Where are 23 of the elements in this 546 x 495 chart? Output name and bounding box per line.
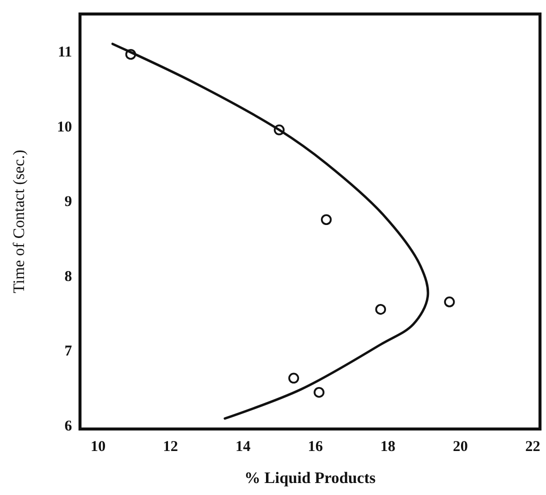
y-tick-label: 8 bbox=[64, 268, 72, 285]
x-tick-label: 12 bbox=[163, 439, 178, 455]
x-tick-label: 22 bbox=[525, 439, 540, 455]
x-tick-label: 14 bbox=[235, 439, 251, 455]
y-tick-label: 7 bbox=[64, 344, 72, 360]
x-tick-label: 20 bbox=[452, 439, 468, 455]
x-tick-label: 18 bbox=[380, 439, 396, 455]
point bbox=[320, 214, 332, 226]
x-tick-label: 16 bbox=[308, 439, 324, 455]
y-tick-label: 10 bbox=[57, 119, 72, 136]
y-axis-title: Time of Contact (sec.) bbox=[11, 150, 28, 294]
point bbox=[375, 304, 386, 315]
x-tick-label: 10 bbox=[90, 439, 106, 455]
x-axis-title: % Liquid Products bbox=[244, 470, 376, 487]
line-series bbox=[111, 42, 430, 420]
y-tick-label: 9 bbox=[64, 194, 72, 210]
y-tick-label: 11 bbox=[58, 44, 72, 61]
point bbox=[314, 386, 324, 398]
point bbox=[125, 48, 136, 60]
point bbox=[288, 372, 300, 384]
y-tick-label: 6 bbox=[64, 418, 72, 435]
point bbox=[274, 124, 285, 136]
point bbox=[444, 296, 455, 308]
